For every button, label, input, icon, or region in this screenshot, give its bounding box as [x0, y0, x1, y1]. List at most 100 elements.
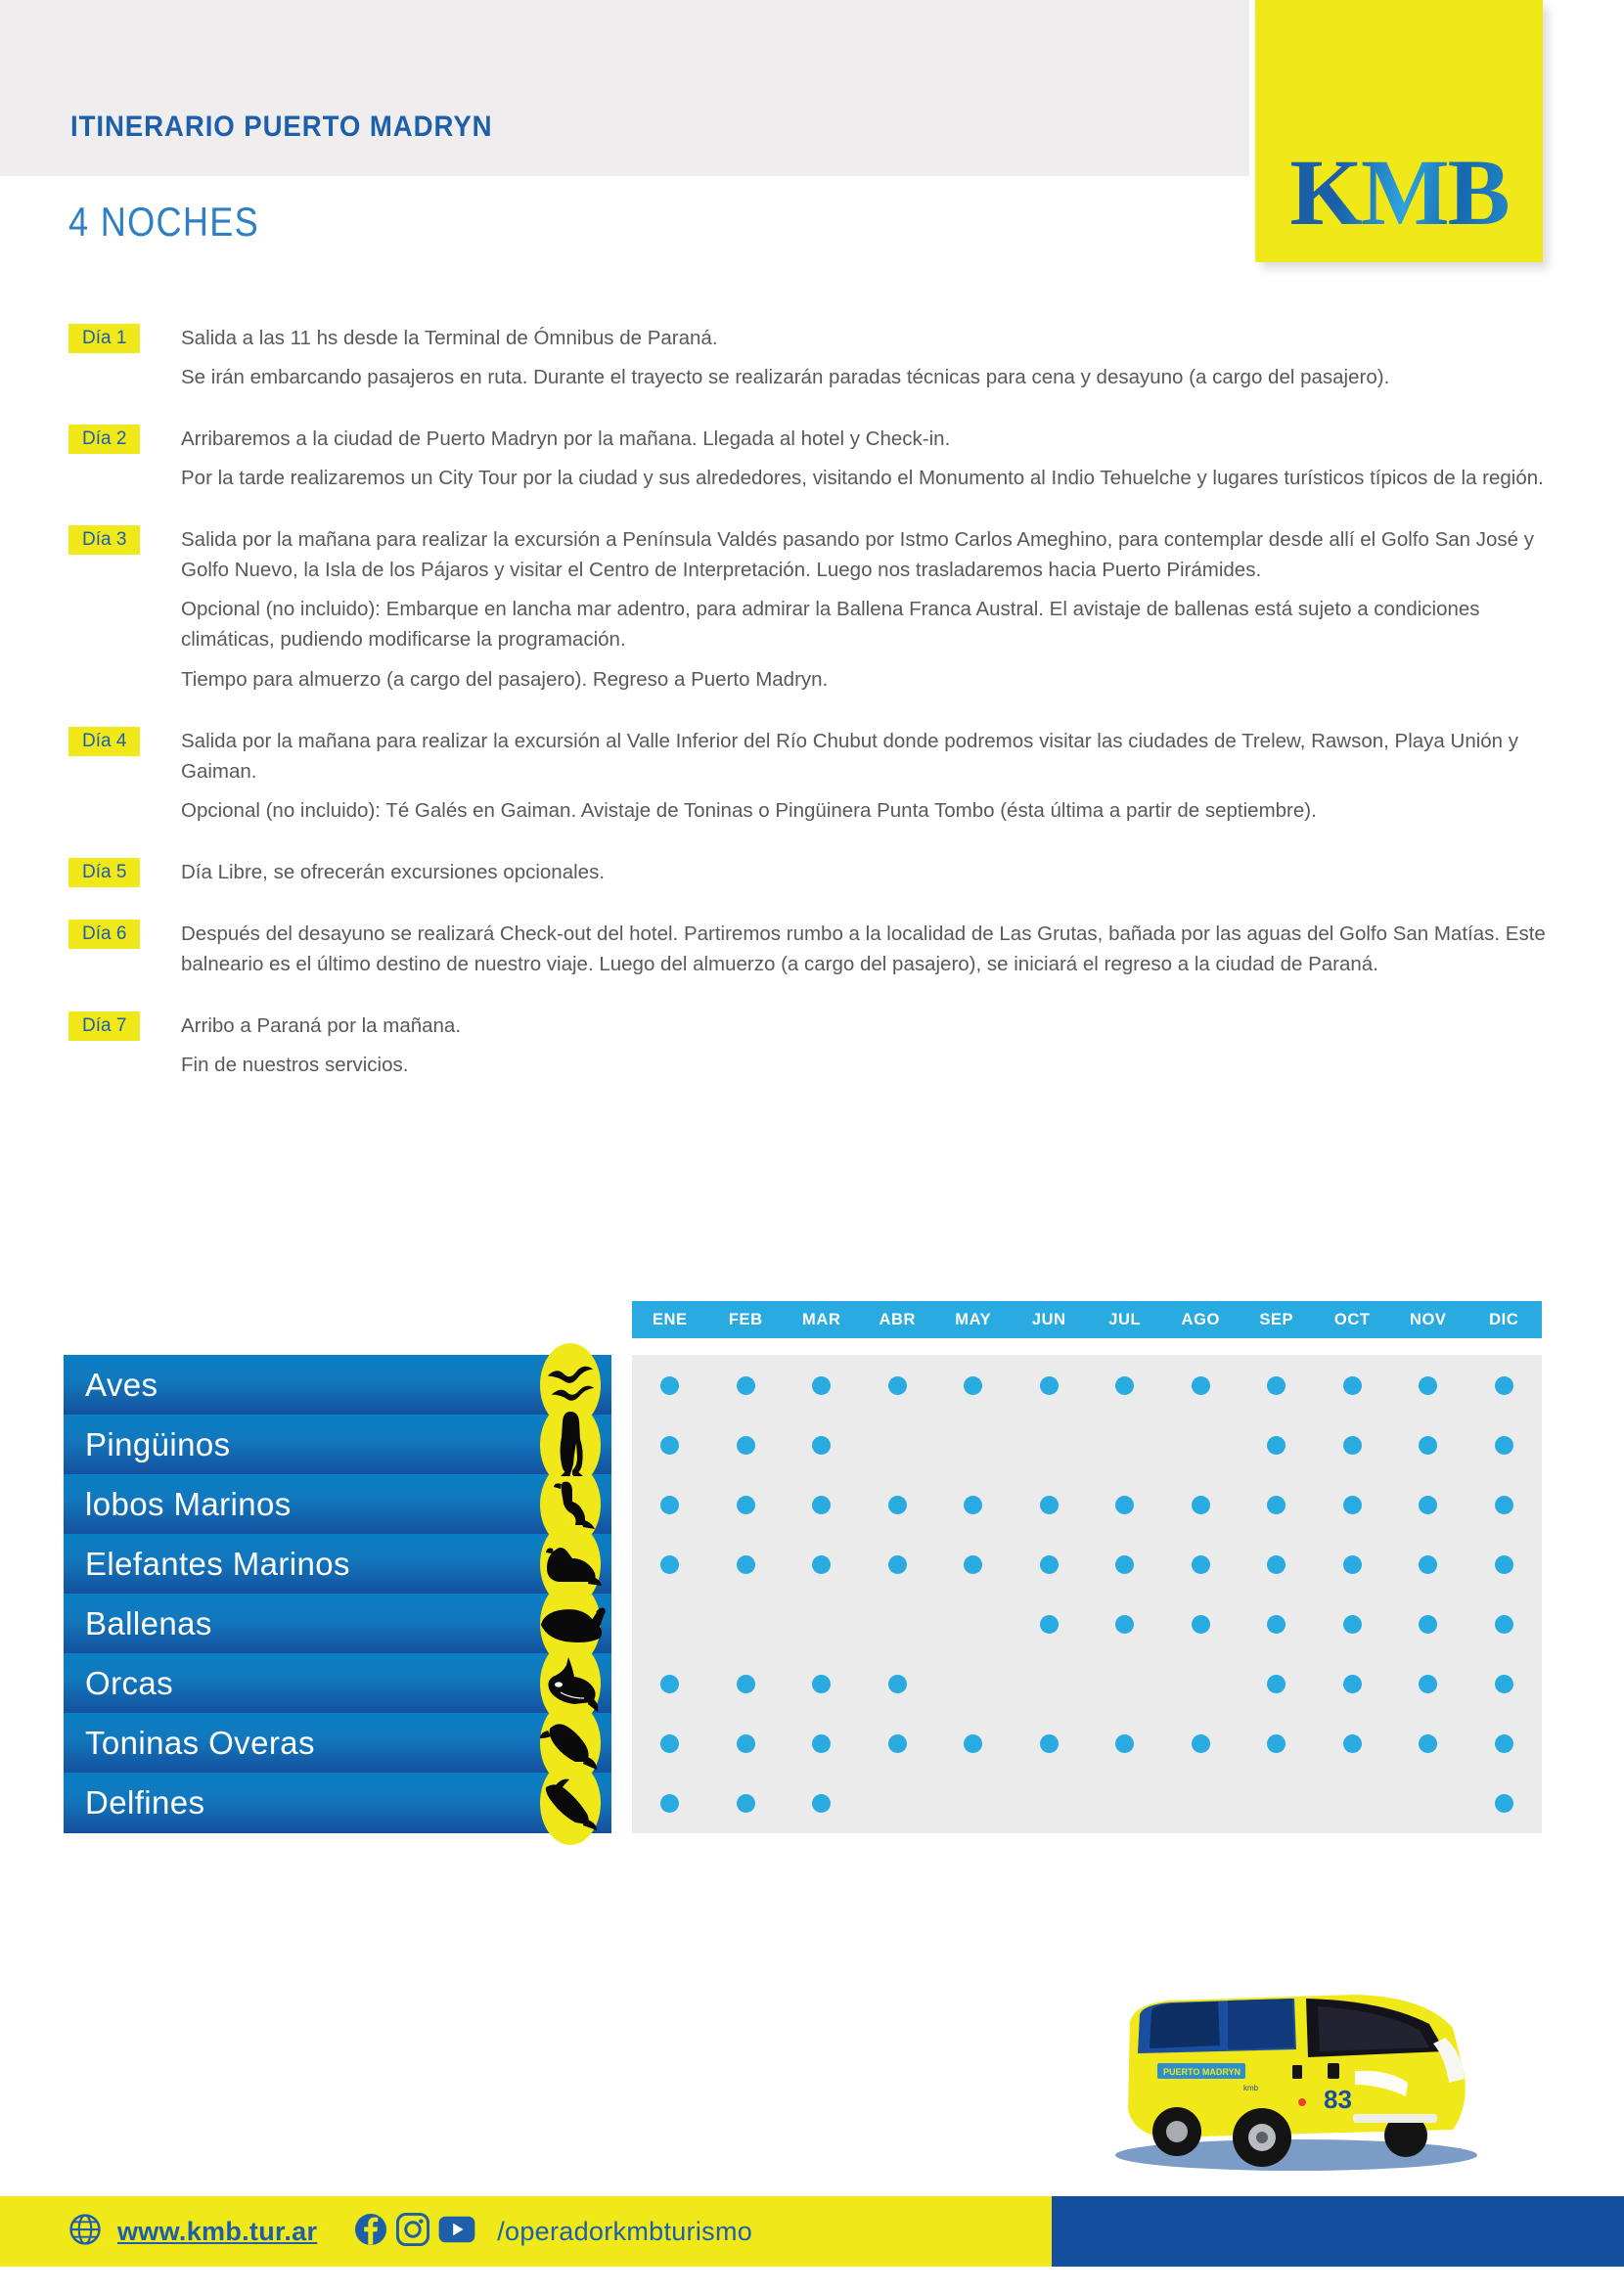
availability-dot: [1494, 1674, 1513, 1693]
month-cell: [1390, 1474, 1466, 1535]
availability-dot: [1267, 1495, 1286, 1514]
month-label: AGO: [1181, 1310, 1220, 1328]
month-strip: [632, 1415, 1542, 1475]
month-cell: [935, 1534, 1012, 1595]
calendar-row: Delfines: [0, 1761, 1624, 1845]
availability-dot: [964, 1375, 983, 1395]
month-cell: [935, 1773, 1012, 1833]
availability-dot: [1267, 1554, 1286, 1574]
availability-dot: [660, 1674, 680, 1693]
month-cell: [1087, 1653, 1163, 1714]
animal-label-bar: Elefantes Marinos: [64, 1522, 611, 1606]
youtube-icon[interactable]: [438, 2215, 475, 2249]
availability-dot: [1342, 1733, 1362, 1753]
availability-dot: [812, 1375, 832, 1395]
month-cell: [1012, 1534, 1088, 1595]
month-label: OCT: [1333, 1310, 1371, 1328]
availability-dot: [1494, 1614, 1513, 1634]
itinerary-day: Día 3 Salida por la mañana para realizar …: [0, 524, 1624, 695]
month-cell: [1315, 1594, 1391, 1654]
itinerary-day: Día 1 Salida a las 11 hs desde la Termina…: [0, 323, 1624, 392]
kmb-logo: KMB: [1255, 0, 1543, 262]
availability-dot: [887, 1495, 907, 1514]
availability-dot: [1115, 1614, 1135, 1634]
month-cell: [1239, 1773, 1315, 1833]
day-paragraph: Arribaremos a la ciudad de Puerto Madryn…: [181, 427, 951, 450]
month-cell: [632, 1355, 708, 1416]
availability-dot: [1419, 1674, 1438, 1693]
itinerary-day: Día 4 Salida por la mañana para realizar …: [0, 726, 1624, 826]
day-paragraph: Salida a las 11 hs desde la Terminal de …: [181, 327, 718, 349]
month-cell: [1163, 1594, 1240, 1654]
month-cell: [1315, 1355, 1391, 1416]
month-cell: [1315, 1415, 1391, 1475]
availability-dot: [887, 1554, 907, 1574]
calendar-row: Toninas Overas: [0, 1701, 1624, 1785]
month-cell: [1012, 1474, 1088, 1535]
availability-dot-empty: [1040, 1675, 1059, 1693]
header-band: [0, 0, 1249, 176]
availability-dot: [1115, 1733, 1135, 1753]
availability-dot: [1494, 1554, 1513, 1574]
availability-dot: [1342, 1554, 1362, 1574]
availability-dot: [1267, 1614, 1286, 1634]
month-cell: [1163, 1415, 1240, 1475]
month-cell: [1466, 1653, 1543, 1714]
availability-dot: [812, 1733, 832, 1753]
month-cell: [632, 1653, 708, 1714]
availability-dot: [1342, 1435, 1362, 1455]
month-cell: [632, 1534, 708, 1595]
month-cell: [1315, 1773, 1391, 1833]
month-cell: [1087, 1594, 1163, 1654]
month-cell: [632, 1594, 708, 1654]
itinerary-day: Día 5 Día Libre, se ofrecerán excursiones…: [0, 857, 1624, 887]
facebook-icon[interactable]: [354, 2213, 387, 2251]
month-strip: [632, 1355, 1542, 1416]
month-cell: [1315, 1534, 1391, 1595]
day-badge: Día 6: [68, 920, 141, 949]
availability-dot: [660, 1793, 680, 1813]
month-cell: [708, 1355, 785, 1416]
day-description: Arribaremos a la ciudad de Puerto Madryn…: [181, 424, 1546, 493]
availability-dot: [1039, 1495, 1059, 1514]
footer-content: www.kmb.tur.ar /operadorkmbturismo: [0, 2196, 752, 2267]
availability-dot: [660, 1435, 680, 1455]
availability-dot: [1115, 1554, 1135, 1574]
month-cell: [1087, 1415, 1163, 1475]
month-cell: [708, 1594, 785, 1654]
availability-dot-empty: [1115, 1436, 1134, 1455]
day-paragraph: Fin de nuestros servicios.: [181, 1054, 409, 1077]
animal-label-bar: Toninas Overas: [64, 1701, 611, 1785]
month-cell: [632, 1713, 708, 1774]
animal-label-bar: Orcas: [64, 1642, 611, 1726]
month-cell: [1087, 1474, 1163, 1535]
month-cell: [708, 1713, 785, 1774]
commersons-dolphin-icon: [533, 1701, 608, 1785]
globe-icon: [68, 2213, 102, 2251]
day-paragraph: Opcional (no incluido): Té Galés en Gaim…: [181, 799, 1317, 823]
instagram-icon[interactable]: [396, 2212, 430, 2251]
day-paragraph: Se irán embarcando pasajeros en ruta. Du…: [181, 366, 1390, 389]
availability-dot: [1039, 1554, 1059, 1574]
month-cell: [1012, 1594, 1088, 1654]
month-cell: [1466, 1355, 1543, 1416]
itinerary-day: Día 2 Arribaremos a la ciudad de Puerto M…: [0, 424, 1624, 493]
availability-dot-empty: [1343, 1794, 1362, 1813]
animal-label-bar: Aves: [64, 1343, 611, 1427]
availability-dot: [1191, 1614, 1210, 1634]
website-link[interactable]: www.kmb.tur.ar: [117, 2216, 318, 2246]
month-cell: [1239, 1594, 1315, 1654]
footer-blue-bar: [1052, 2196, 1624, 2267]
month-cell: [935, 1594, 1012, 1654]
month-cell: [708, 1653, 785, 1714]
day-paragraph: Tiempo para almuerzo (a cargo del pasaje…: [181, 667, 829, 691]
day-badge: Día 7: [68, 1012, 141, 1041]
kmb-logo-text: KMB: [1255, 138, 1543, 247]
month-strip: [632, 1773, 1542, 1833]
month-cell: [1239, 1474, 1315, 1535]
month-cell: [860, 1594, 936, 1654]
animal-label-bar: Ballenas: [64, 1582, 611, 1666]
availability-dot: [1191, 1733, 1210, 1753]
month-strip: [632, 1653, 1542, 1714]
day-badge: Día 1: [68, 324, 141, 353]
